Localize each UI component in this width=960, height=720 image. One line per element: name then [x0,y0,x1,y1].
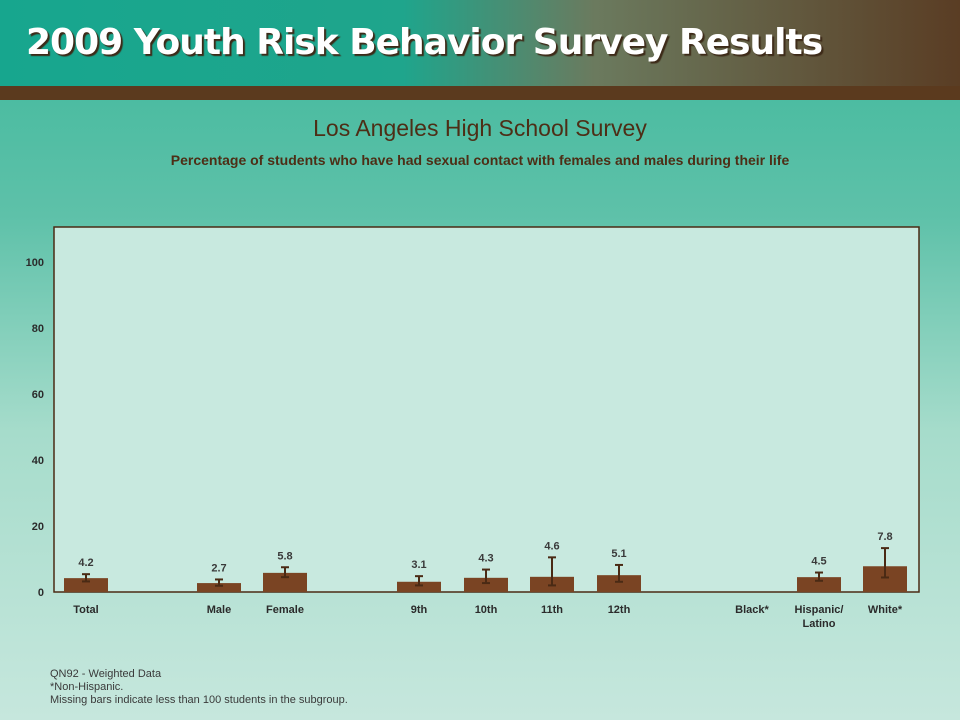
footnote-line: QN92 - Weighted Data [50,668,162,680]
category-label: Total [73,604,98,616]
footnote-line: Missing bars indicate less than 100 stud… [50,694,348,706]
category-label: Female [266,604,304,616]
data-label: 4.5 [811,556,826,568]
banner-divider [0,86,960,100]
chart-subtitle: Percentage of students who have had sexu… [170,152,790,168]
category-label: 12th [608,604,631,616]
y-tick-label: 20 [32,521,44,533]
footnotes: QN92 - Weighted Data *Non-Hispanic. Miss… [50,668,348,707]
category-label: 9th [411,604,428,616]
data-label: 4.2 [78,557,93,569]
bar [263,572,307,592]
bar [464,577,508,592]
footnote-line: *Non-Hispanic. [50,681,124,693]
category-label: 10th [475,604,498,616]
plot-area [53,226,920,593]
chart-title: Los Angeles High School Survey [313,115,647,141]
data-label: 4.3 [478,553,493,565]
y-tick-label: 100 [26,257,44,269]
category-label: Male [207,604,231,616]
data-label: 4.6 [544,540,559,552]
y-tick-label: 40 [32,455,44,467]
title-banner: 2009 Youth Risk Behavior Survey Results [0,0,960,86]
page-title: 2009 Youth Risk Behavior Survey Results [26,22,823,63]
category-label: 11th [541,604,563,616]
bar [64,578,108,592]
category-label: Hispanic/ [795,604,844,616]
data-label: 5.1 [611,548,626,560]
bar [197,583,241,592]
data-label: 7.8 [877,531,892,543]
bar [797,577,841,592]
bar [397,581,441,592]
bar [597,575,641,592]
y-tick-label: 80 [32,323,44,335]
data-label: 3.1 [411,559,426,571]
data-label: 5.8 [277,550,292,562]
data-label: 2.7 [211,562,226,574]
category-label: Black* [735,604,769,616]
y-tick-label: 0 [38,587,44,599]
y-tick-label: 60 [32,389,44,401]
category-label: White* [868,604,903,616]
category-label: Latino [803,618,836,630]
